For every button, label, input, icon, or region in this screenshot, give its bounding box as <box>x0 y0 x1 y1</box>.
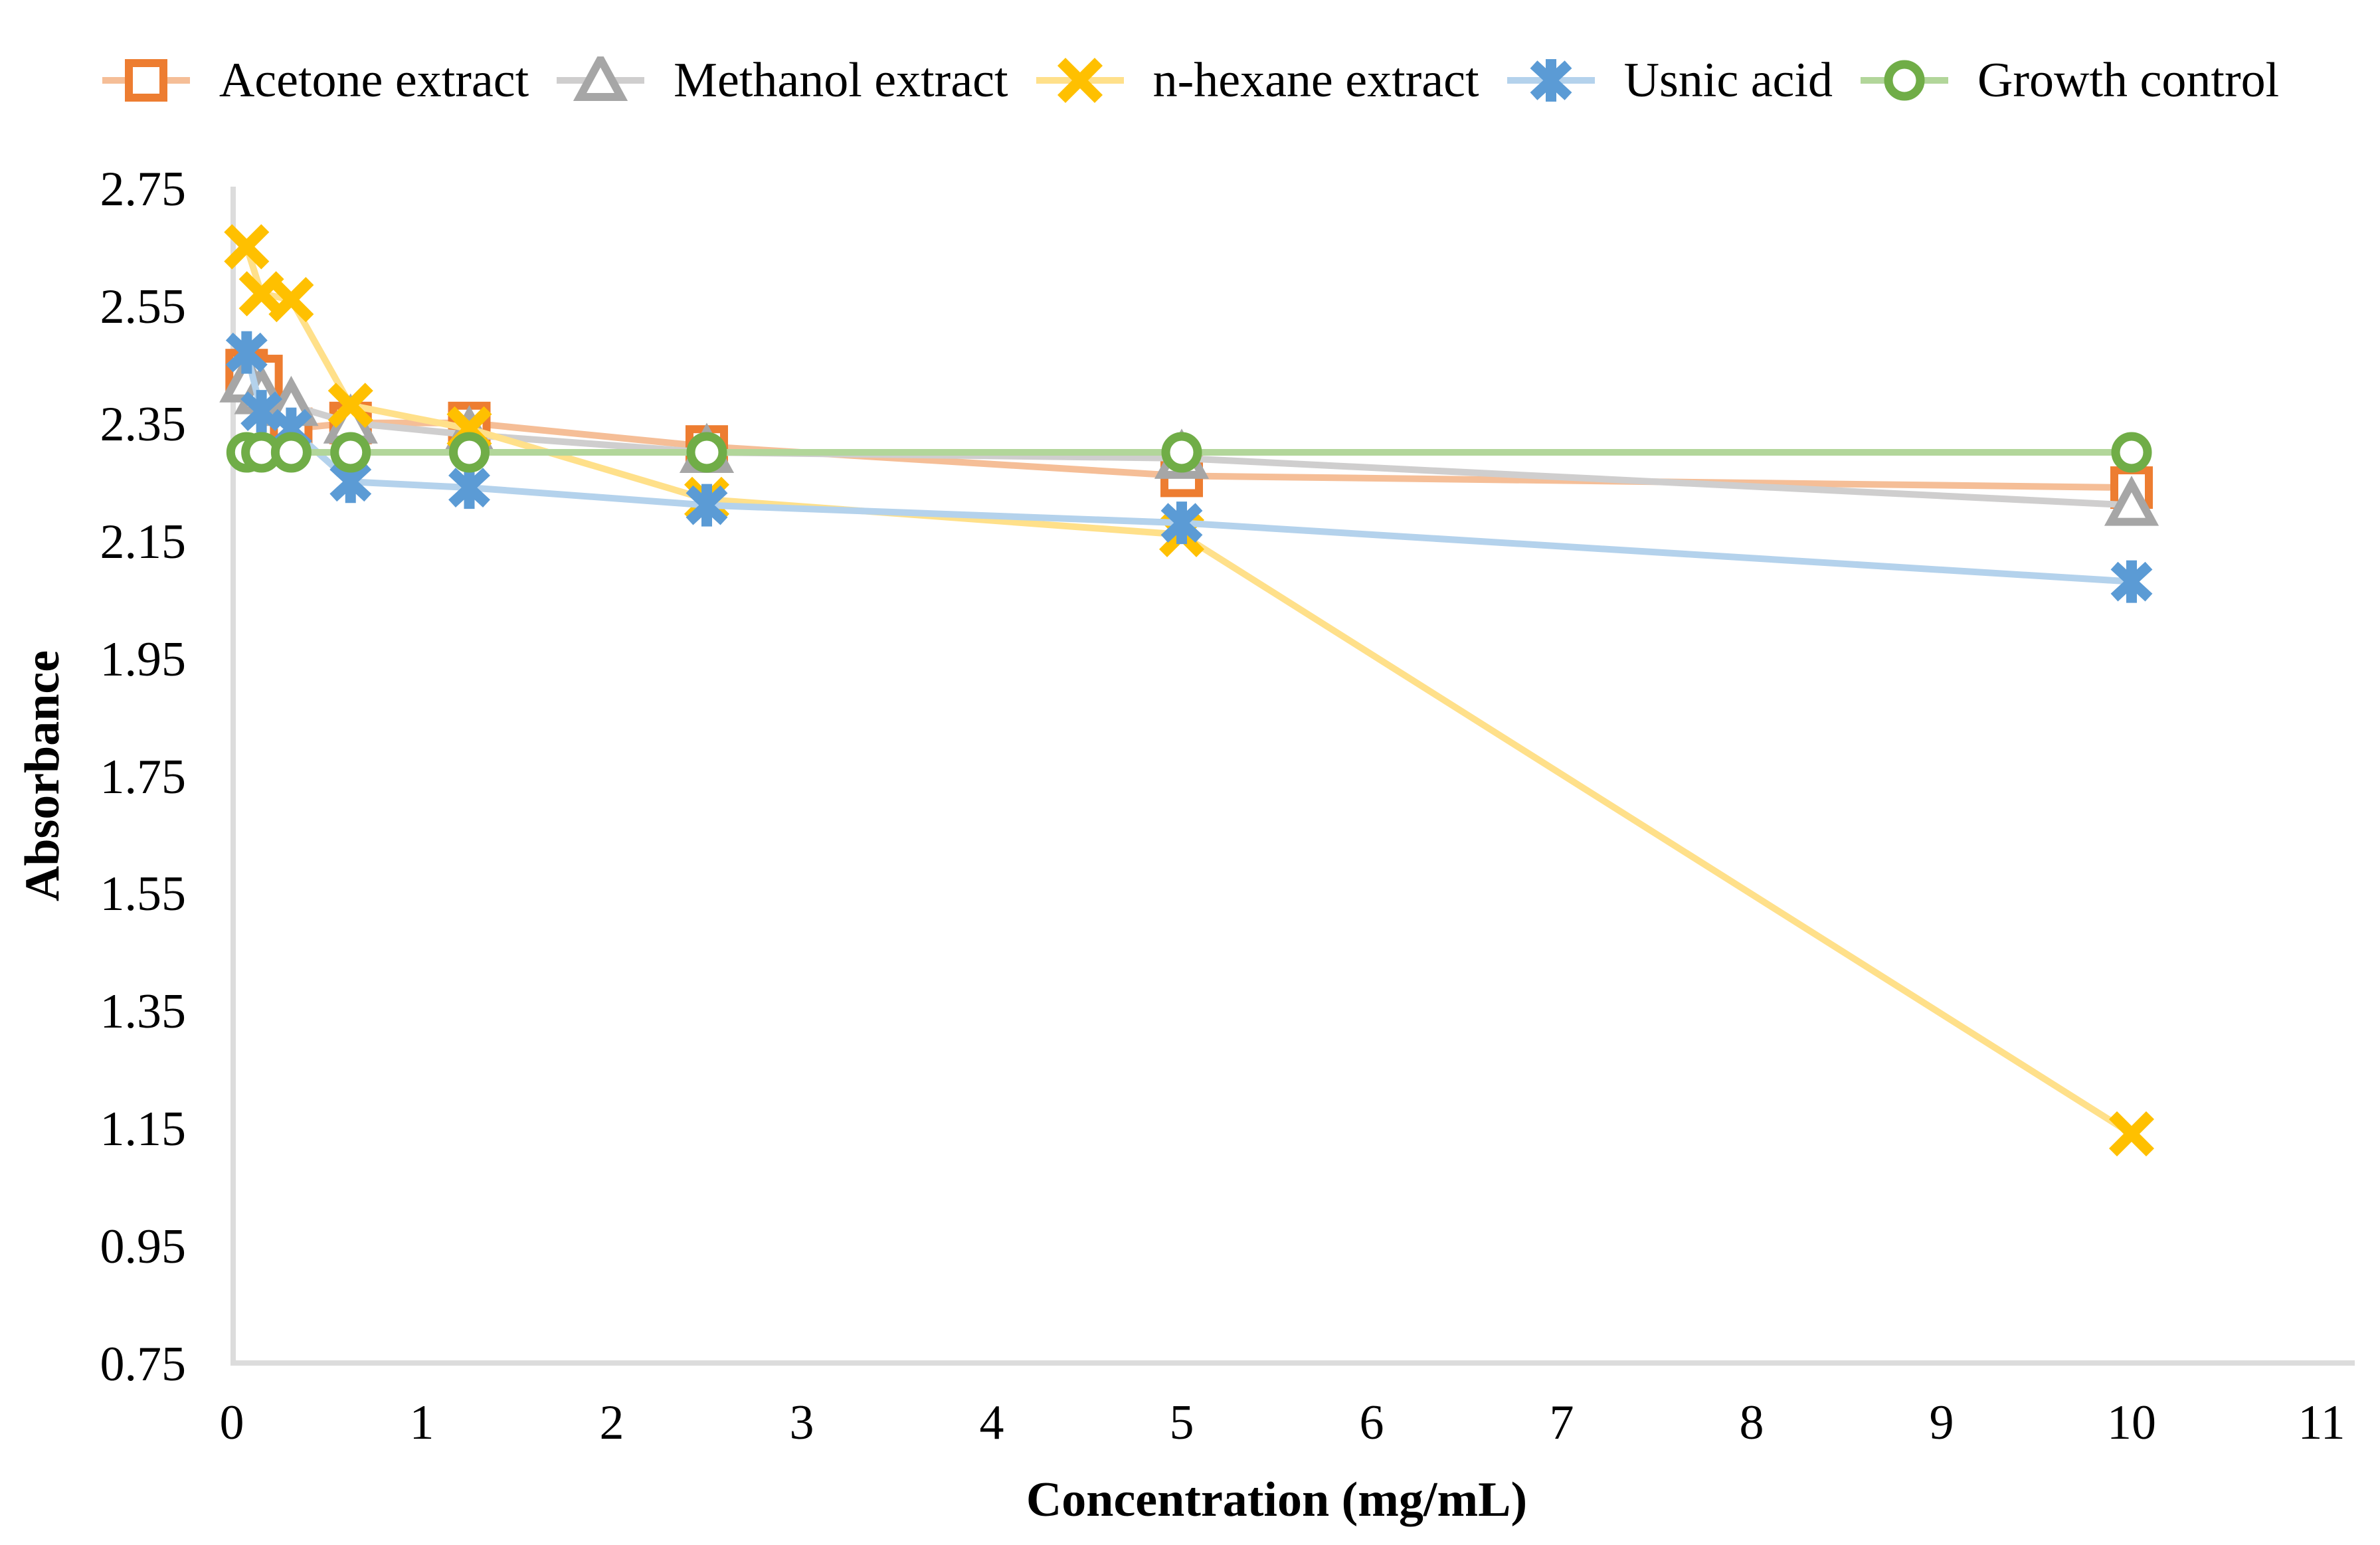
y-tick-label: 1.95 <box>100 632 187 687</box>
x-axis-tick-labels: 0 1 2 3 4 5 6 7 8 9 10 11 <box>220 1396 2345 1450</box>
data-point-marker <box>2110 560 2153 603</box>
legend-swatch-open-triangle-icon <box>557 56 645 101</box>
legend-label: Methanol extract <box>674 53 1008 108</box>
legend-marker <box>573 56 628 101</box>
series-growth-control <box>226 432 2152 473</box>
data-point-marker <box>268 277 314 323</box>
data-point-marker <box>686 432 727 473</box>
legend-swatch-asterisk-star-icon <box>1507 59 1595 102</box>
legend-label: Acetone extract <box>219 53 529 108</box>
y-tick-label: 2.35 <box>100 397 187 452</box>
x-tick-label: 10 <box>2107 1396 2156 1450</box>
y-tick-label: 0.95 <box>100 1220 187 1274</box>
plot-area <box>219 224 2159 1157</box>
legend-label: Usnic acid <box>1623 53 1833 108</box>
x-tick-label: 8 <box>1740 1396 1764 1450</box>
y-tick-label: 1.35 <box>100 984 187 1039</box>
series-acetone-extract <box>225 349 2153 509</box>
data-point-marker <box>686 484 728 527</box>
chart-legend: Acetone extract Methanol extract n-hexan… <box>0 56 2380 105</box>
legend-label: n-hexane extract <box>1152 53 1479 108</box>
x-tick-label: 6 <box>1360 1396 1384 1450</box>
x-tick-label: 3 <box>790 1396 814 1450</box>
legend-item-n-hexane-extract: n-hexane extract <box>1035 56 1479 105</box>
legend-item-acetone-extract: Acetone extract <box>101 56 529 105</box>
legend-marker <box>124 59 167 102</box>
series-line <box>243 245 2134 1137</box>
x-tick-label: 2 <box>600 1396 624 1450</box>
legend-marker <box>1530 59 1572 102</box>
data-point-marker <box>330 432 371 473</box>
data-point-marker <box>270 432 312 473</box>
y-tick-label: 2.55 <box>100 280 187 334</box>
legend-swatch-open-square-icon <box>102 59 190 102</box>
y-tick-label: 2.15 <box>100 515 187 569</box>
x-tick-label: 5 <box>1170 1396 1194 1450</box>
x-tick-label: 7 <box>1550 1396 1574 1450</box>
legend-swatch-open-circle-icon <box>1860 60 1948 101</box>
data-point-marker <box>225 331 268 374</box>
data-point-marker <box>2104 476 2159 526</box>
legend-swatch-x-cross-icon <box>1036 57 1124 104</box>
data-point-marker <box>2111 432 2152 473</box>
y-axis-tick-labels: 2.75 2.55 2.35 2.15 1.95 1.75 1.55 1.35 1.15 0.95… <box>100 162 187 1392</box>
y-tick-label: 2.75 <box>100 162 187 217</box>
x-tick-label: 0 <box>220 1396 244 1450</box>
y-axis-title: Absorbance <box>15 650 70 901</box>
data-point-marker <box>1161 432 1202 473</box>
x-axis-title: Concentration (mg/mL) <box>1026 1473 1527 1527</box>
legend-item-growth-control: Growth control <box>1859 56 2279 105</box>
data-point-marker <box>240 390 283 433</box>
legend-item-methanol-extract: Methanol extract <box>555 56 1008 105</box>
data-point-marker <box>2108 1111 2155 1157</box>
legend-marker <box>1057 57 1103 104</box>
data-point-marker <box>327 383 373 428</box>
data-point-marker <box>448 466 490 509</box>
legend-item-usnic-acid: Usnic acid <box>1506 56 1833 105</box>
x-tick-label: 9 <box>1930 1396 1954 1450</box>
legend-marker <box>1884 60 1925 101</box>
data-point-marker <box>224 224 270 270</box>
x-tick-label: 11 <box>2298 1396 2345 1450</box>
legend-label: Growth control <box>1977 53 2280 108</box>
series-n-hexane-extract <box>224 224 2155 1157</box>
data-point-marker <box>1160 501 1203 545</box>
x-tick-label: 4 <box>980 1396 1004 1450</box>
data-point-marker <box>449 432 490 473</box>
y-tick-label: 1.75 <box>100 750 187 804</box>
y-tick-label: 0.75 <box>100 1337 187 1392</box>
x-tick-label: 1 <box>410 1396 434 1450</box>
y-tick-label: 1.55 <box>100 867 187 921</box>
y-tick-label: 1.15 <box>100 1102 187 1156</box>
